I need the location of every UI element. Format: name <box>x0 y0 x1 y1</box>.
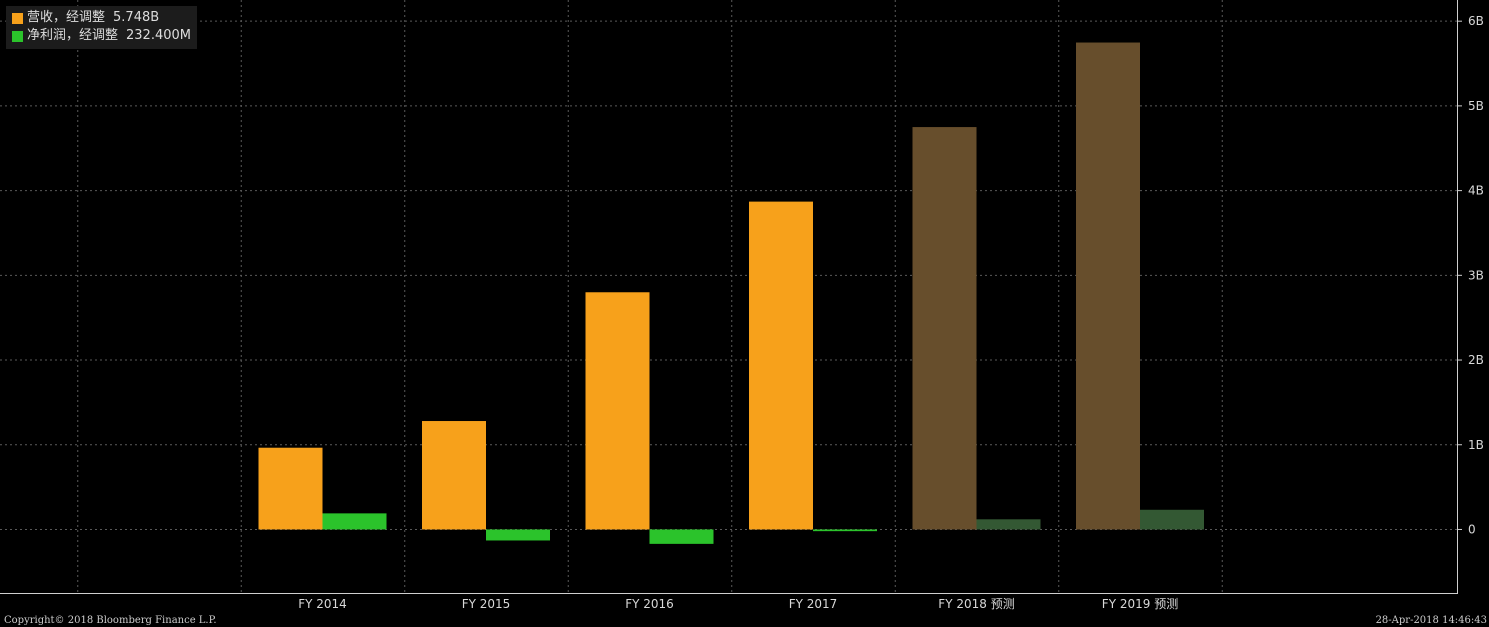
bar-revenue-3 <box>749 201 813 530</box>
bar-net-income-2 <box>649 529 714 544</box>
grid-lines <box>0 0 1457 593</box>
y-tick-label-0: 0 <box>1468 522 1476 536</box>
y-tick-label-3: 3B <box>1468 268 1484 282</box>
x-tick-label-0: FY 2014 <box>298 597 347 611</box>
bar-revenue-0 <box>258 447 323 530</box>
legend-label-net-income: 净利润，经调整 <box>27 28 119 43</box>
legend: 营收，经调整 5.748B 净利润，经调整 232.400M <box>6 6 197 49</box>
timestamp-text: 28-Apr-2018 14:46:43 <box>1375 615 1487 626</box>
bar-revenue-4 <box>912 127 977 530</box>
bar-net-income-5 <box>1140 509 1204 530</box>
bar-net-income-4 <box>976 519 1041 530</box>
x-tick-label-2: FY 2016 <box>625 597 674 611</box>
legend-value-revenue: 5.748B <box>113 10 160 25</box>
legend-label-revenue: 营收，经调整 <box>27 10 106 25</box>
x-tick-label-3: FY 2017 <box>789 597 838 611</box>
bar-net-income-3 <box>813 529 877 532</box>
copyright-text: Copyright© 2018 Bloomberg Finance L.P. <box>4 615 217 626</box>
bar-revenue-5 <box>1076 42 1140 530</box>
bar-revenue-1 <box>422 421 486 530</box>
x-tick-label-5: FY 2019 预测 <box>1102 597 1178 611</box>
y-tick-label-4: 4B <box>1468 184 1484 198</box>
legend-item-revenue: 营收，经调整 5.748B <box>12 9 191 27</box>
legend-swatch-revenue <box>12 12 23 24</box>
y-tick-label-6: 6B <box>1468 14 1484 28</box>
bar-net-income-1 <box>486 529 550 541</box>
axes-layer: 0 1B 2B 3B 4B 5B 6B FY 2014 FY 2015 FY 2016 FY 201… <box>0 0 1484 611</box>
legend-swatch-net-income <box>12 30 23 42</box>
bar-net-income-0 <box>322 513 387 530</box>
bar-revenue-2 <box>585 292 650 530</box>
x-tick-label-1: FY 2015 <box>462 597 511 611</box>
legend-item-net-income: 净利润，经调整 232.400M <box>12 27 191 45</box>
y-tick-label-5: 5B <box>1468 99 1484 113</box>
y-tick-label-2: 2B <box>1468 353 1484 367</box>
legend-value-net-income: 232.400M <box>126 28 191 43</box>
x-tick-label-4: FY 2018 预测 <box>938 597 1014 611</box>
bars-layer <box>258 42 1204 544</box>
y-tick-label-1: 1B <box>1468 438 1484 452</box>
